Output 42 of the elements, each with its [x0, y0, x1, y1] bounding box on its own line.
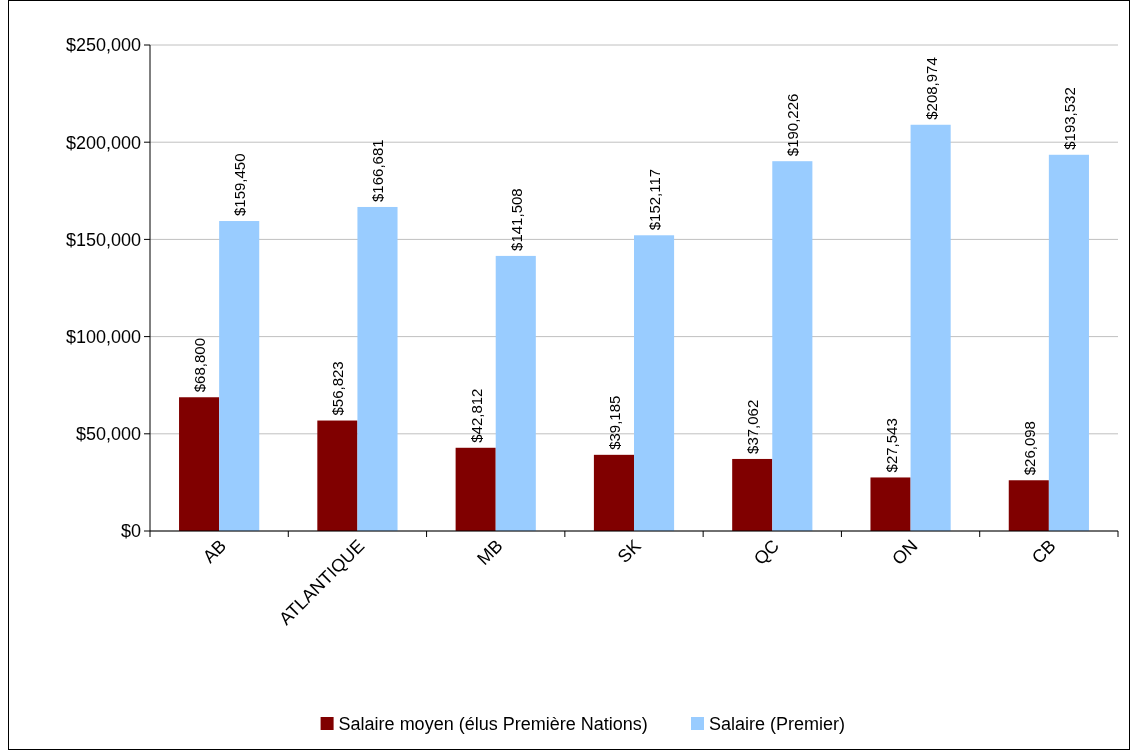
data-label: $56,823: [329, 361, 347, 416]
bar: [910, 124, 951, 531]
data-label: $27,543: [882, 418, 900, 473]
bar: [357, 206, 398, 531]
x-tick-label: SK: [613, 535, 645, 567]
bar: [179, 397, 220, 531]
bar: [1048, 154, 1089, 531]
y-tick-label: $50,000: [75, 424, 141, 445]
bar: [732, 458, 773, 531]
bar: [1008, 480, 1049, 531]
data-label: $190,226: [784, 93, 802, 157]
x-tick-label: ON: [888, 535, 922, 569]
data-label: $159,450: [231, 153, 249, 217]
data-label: $26,098: [1020, 421, 1038, 476]
x-tick-label: AB: [198, 535, 230, 567]
y-tick-label: $200,000: [65, 132, 141, 153]
y-tick-label: $150,000: [65, 229, 141, 250]
data-label: $208,974: [922, 57, 940, 120]
legend-label: Salaire moyen (élus Première Nations): [338, 713, 648, 734]
bar: [317, 420, 358, 531]
data-label: $37,062: [744, 399, 762, 454]
x-tick-label: MB: [473, 535, 507, 569]
y-tick-label: $250,000: [65, 35, 141, 56]
bar: [495, 255, 536, 531]
bar: [870, 477, 911, 531]
data-label: $68,800: [191, 338, 209, 393]
bar: [593, 454, 634, 531]
data-label: $152,117: [646, 168, 664, 231]
data-label: $141,508: [507, 188, 525, 251]
data-label: $42,812: [467, 388, 485, 443]
bar: [634, 235, 675, 531]
data-label: $166,681: [369, 139, 387, 202]
bar: [772, 161, 813, 531]
x-tick-label: CB: [1027, 535, 1060, 568]
bar: [455, 447, 496, 531]
y-tick-label: $0: [120, 521, 141, 542]
data-label: $39,185: [605, 395, 623, 450]
data-label: $193,532: [1060, 87, 1078, 150]
legend-label: Salaire (Premier): [709, 713, 846, 734]
bar: [219, 221, 260, 531]
x-tick-label: QC: [749, 535, 784, 569]
y-tick-label: $100,000: [65, 326, 141, 347]
